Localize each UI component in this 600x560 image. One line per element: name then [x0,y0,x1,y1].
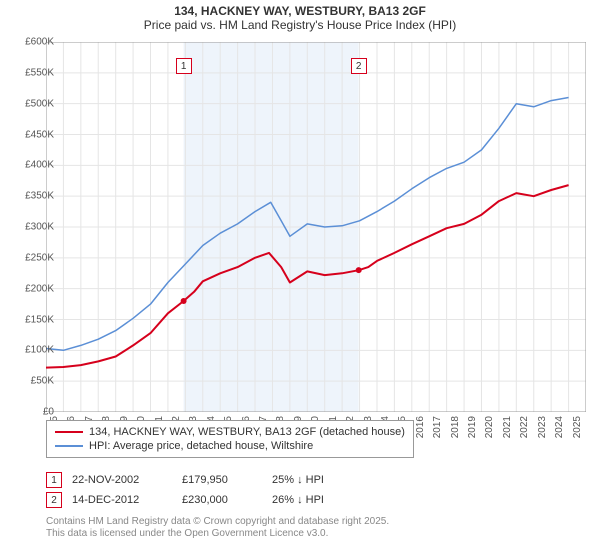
plot-area [46,42,586,412]
annotation-hpi-1: 25% ↓ HPI [272,474,372,486]
annotation-date-2: 14-DEC-2012 [72,494,172,506]
annotation-marker-1: 1 [46,472,62,488]
y-tick-label: £150K [14,314,54,325]
x-tick-label: 2023 [537,416,548,438]
y-tick-label: £300K [14,222,54,233]
x-tick-label: 2017 [432,416,443,438]
chart-marker-2: 2 [351,58,367,74]
y-tick-label: £250K [14,252,54,263]
x-tick-label: 2021 [502,416,513,438]
x-tick-label: 2025 [572,416,583,438]
y-tick-label: £0 [14,407,54,418]
annotation-row-2: 2 14-DEC-2012 £230,000 26% ↓ HPI [46,490,372,510]
y-tick-label: £50K [14,376,54,387]
x-tick-label: 2019 [467,416,478,438]
annotation-row-1: 1 22-NOV-2002 £179,950 25% ↓ HPI [46,470,372,490]
y-tick-label: £500K [14,98,54,109]
annotation-table: 1 22-NOV-2002 £179,950 25% ↓ HPI 2 14-DE… [46,470,372,510]
annotation-date-1: 22-NOV-2002 [72,474,172,486]
y-tick-label: £350K [14,191,54,202]
x-tick-label: 2022 [519,416,530,438]
legend: 134, HACKNEY WAY, WESTBURY, BA13 2GF (de… [46,420,414,458]
x-tick-label: 2016 [415,416,426,438]
y-tick-label: £450K [14,129,54,140]
title-line2: Price paid vs. HM Land Registry's House … [0,18,600,32]
chart-svg [46,42,586,412]
y-tick-label: £200K [14,283,54,294]
annotation-marker-2: 2 [46,492,62,508]
annotation-price-1: £179,950 [182,474,262,486]
legend-row-price: 134, HACKNEY WAY, WESTBURY, BA13 2GF (de… [55,425,405,439]
chart-marker-1: 1 [176,58,192,74]
annotation-hpi-2: 26% ↓ HPI [272,494,372,506]
attribution-line1: Contains HM Land Registry data © Crown c… [46,516,389,528]
title-block: 134, HACKNEY WAY, WESTBURY, BA13 2GF Pri… [0,0,600,32]
y-tick-label: £550K [14,67,54,78]
x-tick-label: 2018 [450,416,461,438]
attribution-line2: This data is licensed under the Open Gov… [46,528,389,540]
x-tick-label: 2024 [554,416,565,438]
y-tick-label: £600K [14,37,54,48]
annotation-price-2: £230,000 [182,494,262,506]
attribution: Contains HM Land Registry data © Crown c… [46,516,389,540]
legend-swatch-price [55,431,83,433]
legend-label-hpi: HPI: Average price, detached house, Wilt… [89,440,313,452]
legend-row-hpi: HPI: Average price, detached house, Wilt… [55,439,405,453]
y-tick-label: £400K [14,160,54,171]
legend-label-price: 134, HACKNEY WAY, WESTBURY, BA13 2GF (de… [89,426,405,438]
title-line1: 134, HACKNEY WAY, WESTBURY, BA13 2GF [0,4,600,18]
x-tick-label: 2020 [484,416,495,438]
y-tick-label: £100K [14,345,54,356]
legend-swatch-hpi [55,445,83,447]
chart-container: 134, HACKNEY WAY, WESTBURY, BA13 2GF Pri… [0,0,600,560]
